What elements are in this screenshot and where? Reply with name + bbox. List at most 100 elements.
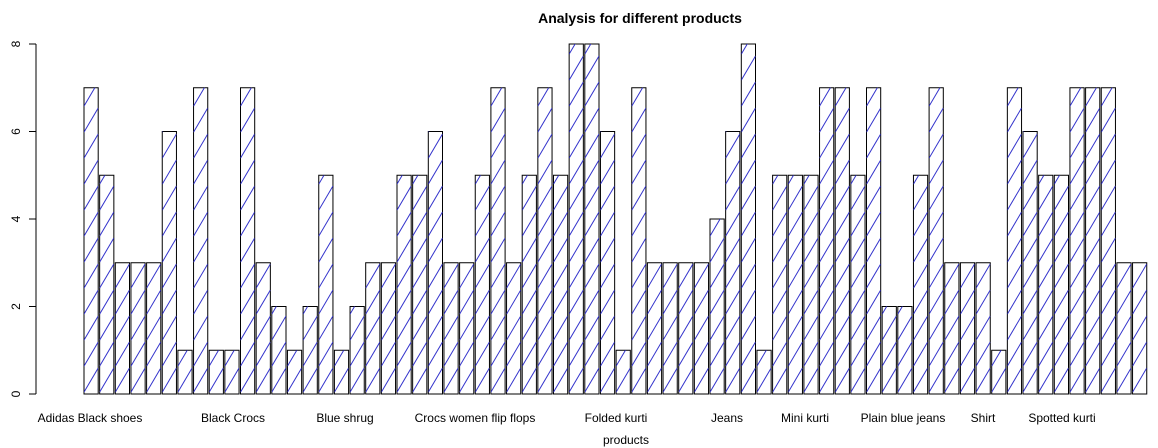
bar-hatch [694, 263, 709, 394]
bar [1100, 87, 1116, 395]
bar-rect [584, 43, 600, 395]
bar [850, 174, 866, 395]
bar [161, 131, 177, 395]
bar-rect [615, 349, 631, 395]
bar-hatch [1038, 175, 1053, 394]
bar [193, 87, 209, 395]
bar-rect [333, 349, 350, 395]
bar-rect [928, 87, 944, 395]
bar-rect [161, 131, 177, 395]
bar-hatch [631, 87, 646, 394]
bar-rect [193, 87, 209, 395]
bar-hatch [929, 87, 944, 394]
bar [756, 349, 772, 395]
bar [474, 174, 490, 395]
x-axis-label: products [603, 433, 649, 447]
bar [83, 87, 99, 395]
bar [412, 174, 428, 395]
bar-hatch [130, 263, 146, 394]
bar [803, 174, 819, 395]
bar-hatch [1023, 131, 1038, 394]
bar [208, 349, 224, 395]
category-label: Black Crocs [201, 411, 265, 425]
bar [537, 87, 553, 395]
category-label: Crocs women flip flops [415, 411, 536, 425]
bar [459, 262, 475, 395]
bar-hatch [84, 87, 99, 394]
bar [912, 174, 929, 395]
bar-hatch [616, 350, 631, 394]
bar-rect [208, 349, 224, 395]
bar-hatch [475, 175, 490, 394]
bar-rect [740, 43, 756, 395]
bar [959, 262, 976, 395]
bar-hatch [882, 306, 897, 394]
bar [693, 262, 710, 395]
bar-rect [302, 306, 318, 395]
bar-hatch [1069, 87, 1085, 394]
bar-rect [490, 87, 506, 395]
bar [787, 174, 803, 395]
bar [646, 262, 663, 395]
bar-hatch [224, 350, 240, 394]
bar [599, 131, 616, 395]
category-label: Folded kurti [585, 411, 648, 425]
bar-hatch [146, 263, 161, 394]
bar-hatch [866, 87, 881, 394]
bar-hatch [569, 44, 584, 394]
bar-hatch [537, 87, 553, 394]
category-label: Plain blue jeans [861, 411, 946, 425]
bar-hatch [663, 263, 678, 394]
bar [709, 218, 725, 395]
bar [928, 87, 944, 395]
bar [615, 349, 631, 395]
bar-hatch [177, 350, 193, 394]
bar [443, 262, 459, 395]
bar [725, 131, 741, 395]
bar-rect [1085, 87, 1101, 395]
bar [365, 262, 381, 395]
bar-hatch [522, 175, 537, 394]
bar-rect [349, 306, 365, 395]
bar-hatch [960, 263, 975, 394]
bar-hatch [991, 350, 1006, 394]
bar [584, 43, 600, 395]
bar-rect [599, 131, 616, 395]
bar [991, 349, 1007, 395]
y-axis: 0 2 4 6 8 [9, 40, 37, 397]
bar [834, 87, 850, 395]
bar [897, 306, 913, 395]
bar-rect [991, 349, 1007, 395]
bar-rect [83, 87, 99, 395]
bar [224, 349, 240, 395]
bar [866, 87, 882, 395]
bar [1069, 87, 1085, 395]
y-tick-label: 4 [9, 215, 23, 222]
bar [662, 262, 678, 395]
bar-hatch [772, 175, 787, 394]
bar-hatch [365, 263, 380, 394]
bar-rect [819, 87, 835, 395]
y-tick-label: 8 [9, 40, 23, 47]
bar-hatch [240, 87, 255, 394]
bar-hatch [788, 175, 803, 394]
bar-hatch [115, 263, 130, 394]
bar-hatch [913, 175, 928, 394]
bar-hatch [287, 350, 302, 394]
bar-rect [1069, 87, 1085, 395]
y-tick-label: 2 [9, 303, 23, 310]
bar-rect [568, 43, 584, 395]
bars-group [83, 43, 1148, 395]
bar-hatch [1007, 87, 1022, 394]
bar-hatch [506, 263, 521, 394]
bar [631, 87, 647, 395]
bar [1022, 131, 1038, 395]
bar-hatch [976, 263, 991, 394]
bar-rect [725, 131, 741, 395]
bar-hatch [318, 175, 333, 394]
bar [240, 87, 256, 395]
bar-hatch [271, 306, 286, 394]
bar [521, 174, 537, 395]
